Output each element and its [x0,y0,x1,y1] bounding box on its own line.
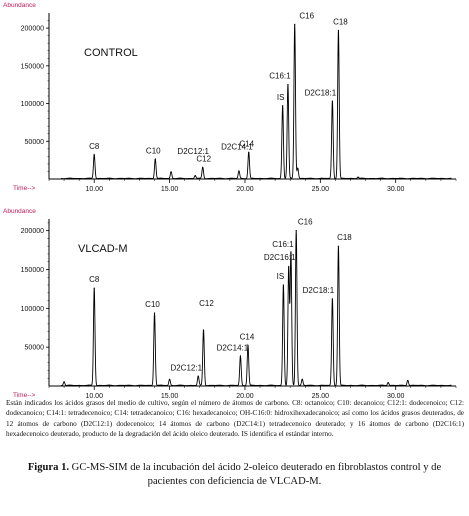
figure-label: Figura 1. [27,462,70,473]
peak-label: C16 [299,11,314,20]
peak-label: D2C18:1 [303,286,335,295]
x-tick-label: 10.00 [85,186,103,193]
peak-point [247,345,249,347]
peak-label: C14 [240,333,255,342]
peak-label: D2C16:1 [264,253,296,262]
peak-label: C8 [89,142,100,151]
y-tick-label: 150000 [21,63,44,70]
peak-point [407,379,409,382]
peak-label: IS [277,272,285,281]
peak-point [295,230,297,232]
peak-point [248,151,250,154]
x-tick-label: 15.00 [161,393,179,398]
peak-label: C10 [145,300,160,309]
peak-point [331,100,333,102]
peak-label: C16:1 [272,240,294,249]
peak-point [238,170,240,173]
chromatogram-2: 50000 100000 150000 200000 10.00 15.00 20.00 25… [3,208,457,398]
peak-label: D2C12:1 [177,147,209,156]
peak-point [202,167,204,169]
y-tick-label: 200000 [21,228,44,235]
peak-point [153,312,156,314]
figure-title: Figura 1. GC-MS-SIM de la incubación del… [10,461,459,489]
peak-point [287,84,289,86]
trace-line [61,24,452,180]
x-tick-label: 30.00 [387,186,405,193]
peak-point [239,355,242,358]
x-tick-label: 30.00 [387,393,405,398]
peak-point [63,381,65,383]
x-axis-label: Time--> [13,392,36,398]
chart-title: CONTROL [84,47,138,59]
x-tick-label: 25.00 [312,393,330,398]
trace-line [61,230,452,387]
peak-label: C18 [333,17,348,26]
peak-label: C12 [199,299,214,308]
peak-label: D2C18:1 [305,88,337,97]
y-tick-label: 50000 [25,139,45,146]
peak-label: C12 [196,155,211,164]
peak-point [282,105,284,107]
peak-label: D2C14:1 [217,343,249,352]
peak-label: D2C12:1 [170,364,202,373]
y-axis-label: Abundance [3,208,36,215]
x-tick-label: 25.00 [312,186,330,193]
y-tick-label: 150000 [21,267,44,274]
peak-point [288,267,290,269]
chart-title: VLCAD-M [78,243,128,255]
peak-label: C8 [89,275,100,284]
x-tick-label: 15.00 [161,186,179,193]
peak-label: IS [277,93,285,102]
peak-point [197,376,199,378]
peak-point [357,176,359,179]
chromatogram-1: 50000 100000 150000 200000 10.00 15.00 20.00 25… [3,2,457,193]
y-tick-label: 200000 [21,26,44,33]
figure-caption: Están indicados los ácidos grasos del me… [6,399,464,438]
peak-point [194,175,196,177]
x-tick-label: 10.00 [85,393,103,398]
x-axis-label: Time--> [13,185,36,192]
peak-point [337,29,340,31]
chromatograms: 50000 100000 150000 200000 10.00 15.00 20.00 25… [3,2,457,398]
peak-point [294,23,296,25]
peak-label: C10 [146,146,161,155]
peak-point [297,167,299,170]
peak-point [93,287,95,289]
peak-point [282,284,285,286]
peak-point [290,252,292,254]
y-tick-label: 100000 [21,101,44,108]
x-tick-label: 20.00 [236,186,254,193]
peak-label: C14 [239,140,254,149]
peak-point [154,158,156,160]
peak-label: D2C14:1 [221,142,253,151]
peak-point [337,245,340,247]
peak-point [168,379,171,381]
figure-title-text: GC-MS-SIM de la incubación del ácido 2-o… [69,462,442,487]
y-tick-label: 50000 [25,345,45,352]
y-tick-label: 100000 [21,306,44,313]
peak-label: C16:1 [269,72,291,81]
peak-label: C16 [298,218,313,227]
peak-point [331,298,333,300]
peak-point [387,382,389,384]
y-axis-label: Abundance [3,2,36,9]
peak-point [93,154,95,156]
peak-point [301,379,303,381]
peak-point [170,171,172,173]
peak-label: C18 [337,233,352,242]
x-tick-label: 20.00 [236,393,254,398]
peak-point [202,329,205,331]
